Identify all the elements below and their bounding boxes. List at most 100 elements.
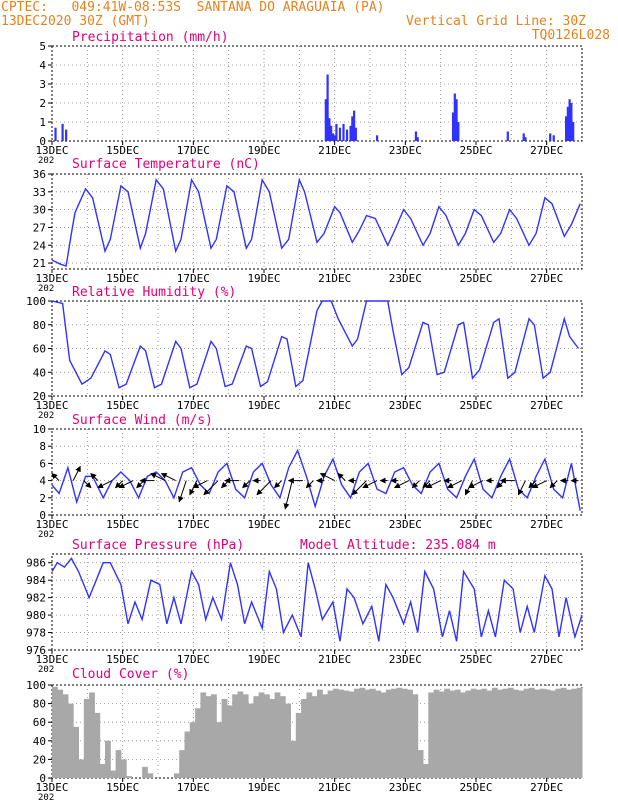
precip-bar: [335, 123, 338, 141]
cloud-bar: [94, 712, 101, 778]
cloud-bar: [449, 690, 456, 778]
precip-bar: [565, 116, 568, 141]
panel-2: [48, 300, 583, 400]
precip-bar: [451, 112, 455, 141]
x-tick-label: 27DEC: [530, 144, 563, 157]
precip-bar: [65, 129, 68, 141]
precip-bar: [331, 133, 334, 141]
precip-bar: [549, 133, 552, 141]
cloud-bar: [502, 688, 509, 778]
cloud-bar: [423, 764, 429, 778]
precip-bar: [572, 122, 575, 141]
y-tick-label: 984: [26, 574, 46, 587]
wind-arrow: [549, 480, 558, 489]
cloud-bar: [364, 689, 371, 778]
x-year-label: 202: [38, 793, 54, 800]
y-tick-label: 100: [26, 295, 46, 308]
x-tick-label: 25DEC: [459, 399, 492, 412]
cloud-bar: [576, 687, 583, 778]
x-tick-label: 25DEC: [459, 781, 492, 794]
x-tick-label: 15DEC: [106, 518, 139, 531]
cloud-bar: [147, 773, 154, 778]
wind-arrow: [256, 480, 272, 496]
cloud-bar: [126, 776, 132, 778]
y-tick-label: 36: [33, 168, 46, 181]
precip-bar: [353, 110, 356, 141]
wind-arrow: [468, 480, 484, 489]
cloud-bar: [412, 694, 419, 778]
cloud-bar: [338, 689, 344, 778]
wind-arrow: [411, 480, 420, 489]
x-tick-label: 17DEC: [177, 653, 210, 666]
cloud-bar: [221, 698, 228, 778]
x-tick-label: 21DEC: [318, 518, 351, 531]
panel-0: [48, 45, 583, 145]
precip-bar: [338, 127, 342, 141]
cloud-bar: [523, 688, 530, 778]
wind-arrow: [220, 480, 230, 489]
x-tick-label: 27DEC: [530, 653, 563, 666]
panel-4: [48, 553, 583, 654]
y-tick-label: 978: [26, 627, 46, 640]
cloud-bar: [566, 689, 572, 778]
y-tick-label: 80: [33, 698, 46, 711]
wind-arrow: [305, 480, 314, 489]
precip-bar: [328, 118, 331, 141]
cloud-bar: [544, 689, 551, 778]
x-tick-label: 13DEC: [35, 399, 68, 412]
y-tick-label: 40: [33, 366, 46, 379]
precip-bar: [351, 116, 354, 141]
cloud-bar: [142, 766, 148, 778]
x-tick-label: 23DEC: [389, 653, 422, 666]
precip-bar: [568, 99, 571, 141]
cloud-bar: [290, 740, 297, 778]
cloud-bar: [279, 696, 286, 778]
wind-arrow: [283, 480, 293, 510]
cloud-bar: [332, 688, 339, 778]
y-tick-label: 2: [39, 492, 46, 505]
y-tick-label: 5: [39, 40, 46, 53]
cloud-bar: [396, 687, 403, 778]
cloud-bar: [513, 689, 519, 778]
precip-bar: [342, 123, 345, 141]
header-station: CPTEC: 049:41W-08:53S SANTANA DO ARAGUAI…: [1, 0, 385, 15]
precip-bar: [345, 129, 349, 141]
x-tick-label: 15DEC: [106, 399, 139, 412]
x-tick-label: 27DEC: [530, 781, 563, 794]
cloud-bar: [57, 689, 64, 778]
cloud-bar: [407, 689, 413, 778]
cloud-bar: [115, 750, 122, 778]
x-tick-label: 13DEC: [35, 272, 68, 285]
wind-arrow: [362, 480, 378, 489]
wind-arrow: [118, 480, 134, 489]
x-tick-label: 21DEC: [318, 653, 351, 666]
x-tick-label: 25DEC: [459, 653, 492, 666]
x-tick-label: 23DEC: [389, 518, 422, 531]
y-tick-label: 100: [26, 679, 46, 692]
y-tick-label: 40: [33, 735, 46, 748]
cloud-bar: [534, 689, 541, 778]
cloud-bar: [295, 712, 302, 778]
precip-bar: [354, 127, 357, 141]
cloud-bar: [179, 750, 185, 778]
x-tick-label: 13DEC: [35, 144, 68, 157]
cloud-bar: [285, 703, 291, 778]
wind-arrow: [203, 480, 219, 496]
cloud-bar: [264, 694, 270, 778]
panel-title: Surface Temperature (nC): [72, 157, 260, 172]
cloud-bar: [444, 688, 450, 778]
cloud-bar: [518, 690, 525, 778]
x-tick-label: 23DEC: [389, 272, 422, 285]
header-run-id: TQ0126L028: [531, 28, 610, 43]
header-datetime: 13DEC2020 30Z (GMT): [1, 14, 150, 29]
series-line: [51, 300, 580, 389]
wind-arrow: [160, 473, 176, 482]
cloud-bar: [428, 692, 435, 778]
y-tick-label: 986: [26, 557, 46, 570]
precip-bar: [453, 93, 456, 141]
y-tick-label: 2: [39, 97, 46, 110]
cloud-bar: [465, 690, 472, 778]
x-year-label: 202: [38, 411, 54, 421]
plot-frame: [51, 553, 583, 651]
